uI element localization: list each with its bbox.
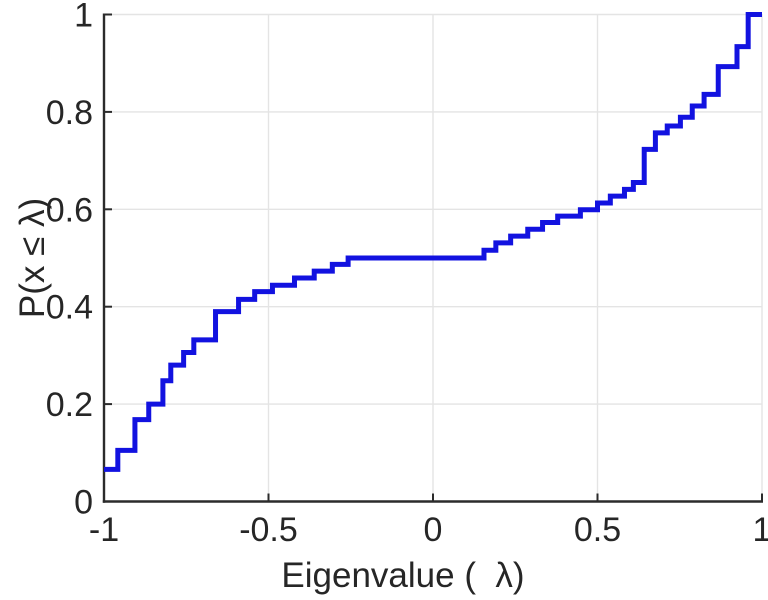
tick-layer (103, 13, 763, 503)
y-tick-label: 0.8 (46, 94, 93, 132)
y-axis-label: P(x ≤ λ) (13, 198, 52, 318)
ecdf-step-line (104, 12, 762, 472)
x-tick-label: 0 (424, 511, 443, 549)
y-tick-label: 0 (74, 484, 93, 522)
x-axis-label: Eigenvalue ( λ) (281, 556, 524, 595)
y-tick-label: 1 (74, 0, 93, 35)
grid-layer (103, 13, 763, 502)
x-tick-label: 1 (753, 511, 768, 549)
y-tick-label: 0.4 (46, 289, 93, 327)
x-tick-label: -1 (89, 511, 119, 549)
x-tick-label: -0.5 (239, 511, 298, 549)
y-tick-label: 0.2 (46, 386, 93, 424)
y-tick-label: 0.6 (46, 191, 93, 229)
tick-label-layer: -1 -0.5 0 0.5 1 0 0.2 0.4 0.6 0.8 1 (46, 0, 768, 549)
x-tick-label: 0.5 (574, 511, 621, 549)
